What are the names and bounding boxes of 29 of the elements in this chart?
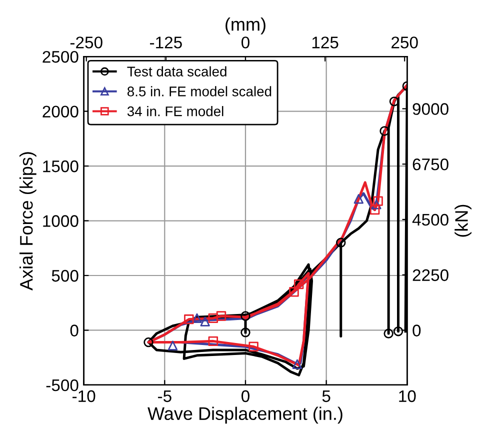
legend-label: 8.5 in. FE model scaled bbox=[127, 86, 272, 96]
legend-label: 34 in. FE model bbox=[127, 106, 224, 116]
x2-tick-label: -125 bbox=[150, 36, 182, 48]
y2-tick-label: 9000 bbox=[412, 103, 448, 115]
x2-axis-title: (mm) bbox=[226, 18, 266, 34]
y-axis-title: Axial Force (kips) bbox=[20, 152, 36, 290]
y-tick-label: 0 bbox=[70, 324, 78, 336]
y2-tick-label: 0 bbox=[412, 324, 421, 336]
legend-label: Test data scaled bbox=[127, 66, 226, 76]
y2-tick-label: 2250 bbox=[412, 269, 448, 282]
x2-tick-label: 0 bbox=[242, 36, 250, 48]
x-axis-title: Wave Displacement (in.) bbox=[148, 406, 342, 424]
y-tick-label: 1000 bbox=[43, 215, 78, 227]
x-tick-label: -10 bbox=[72, 390, 96, 402]
y-tick-label: -500 bbox=[46, 379, 78, 392]
y2-tick-label: 4500 bbox=[412, 214, 448, 226]
y-tick-label: 500 bbox=[52, 270, 78, 282]
x-tick-label: 0 bbox=[242, 390, 250, 402]
y-tick-label: 1500 bbox=[43, 160, 78, 172]
y2-axis-title: (kN) bbox=[454, 204, 472, 237]
y2-tick-label: 6750 bbox=[412, 158, 448, 170]
y-tick-label: 2000 bbox=[42, 106, 78, 118]
x2-tick-label: 250 bbox=[392, 36, 418, 48]
x-tick-label: 10 bbox=[399, 390, 416, 402]
x2-tick-label: -250 bbox=[70, 36, 102, 48]
x-tick-label: -5 bbox=[158, 390, 172, 402]
x-tick-label: 5 bbox=[322, 390, 330, 402]
y-tick-label: 2500 bbox=[42, 50, 78, 63]
x2-tick-label: 125 bbox=[312, 36, 338, 48]
